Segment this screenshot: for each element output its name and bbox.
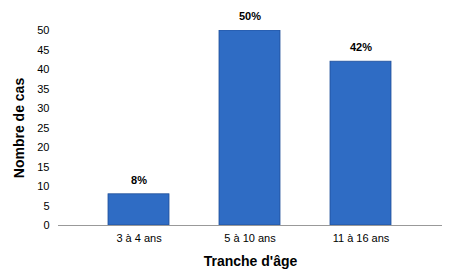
svg-text:50%: 50% [239,10,261,22]
svg-text:45: 45 [37,44,49,56]
svg-text:10: 10 [37,180,49,192]
svg-text:5: 5 [43,200,49,212]
svg-text:15: 15 [37,161,49,173]
svg-text:50: 50 [37,24,49,36]
svg-text:30: 30 [37,102,49,114]
svg-text:8%: 8% [131,174,147,186]
svg-text:3 à 4 ans: 3 à 4 ans [116,232,162,244]
svg-text:Tranche d'âge: Tranche d'âge [204,253,298,269]
svg-text:Nombre de cas: Nombre de cas [11,78,27,179]
svg-text:25: 25 [37,122,49,134]
svg-text:42%: 42% [350,41,372,53]
svg-text:0: 0 [43,219,49,231]
svg-text:20: 20 [37,141,49,153]
svg-text:35: 35 [37,83,49,95]
svg-text:11 à 16 ans: 11 à 16 ans [333,232,390,244]
svg-text:40: 40 [37,63,49,75]
svg-text:5 à 10 ans: 5 à 10 ans [224,232,276,244]
